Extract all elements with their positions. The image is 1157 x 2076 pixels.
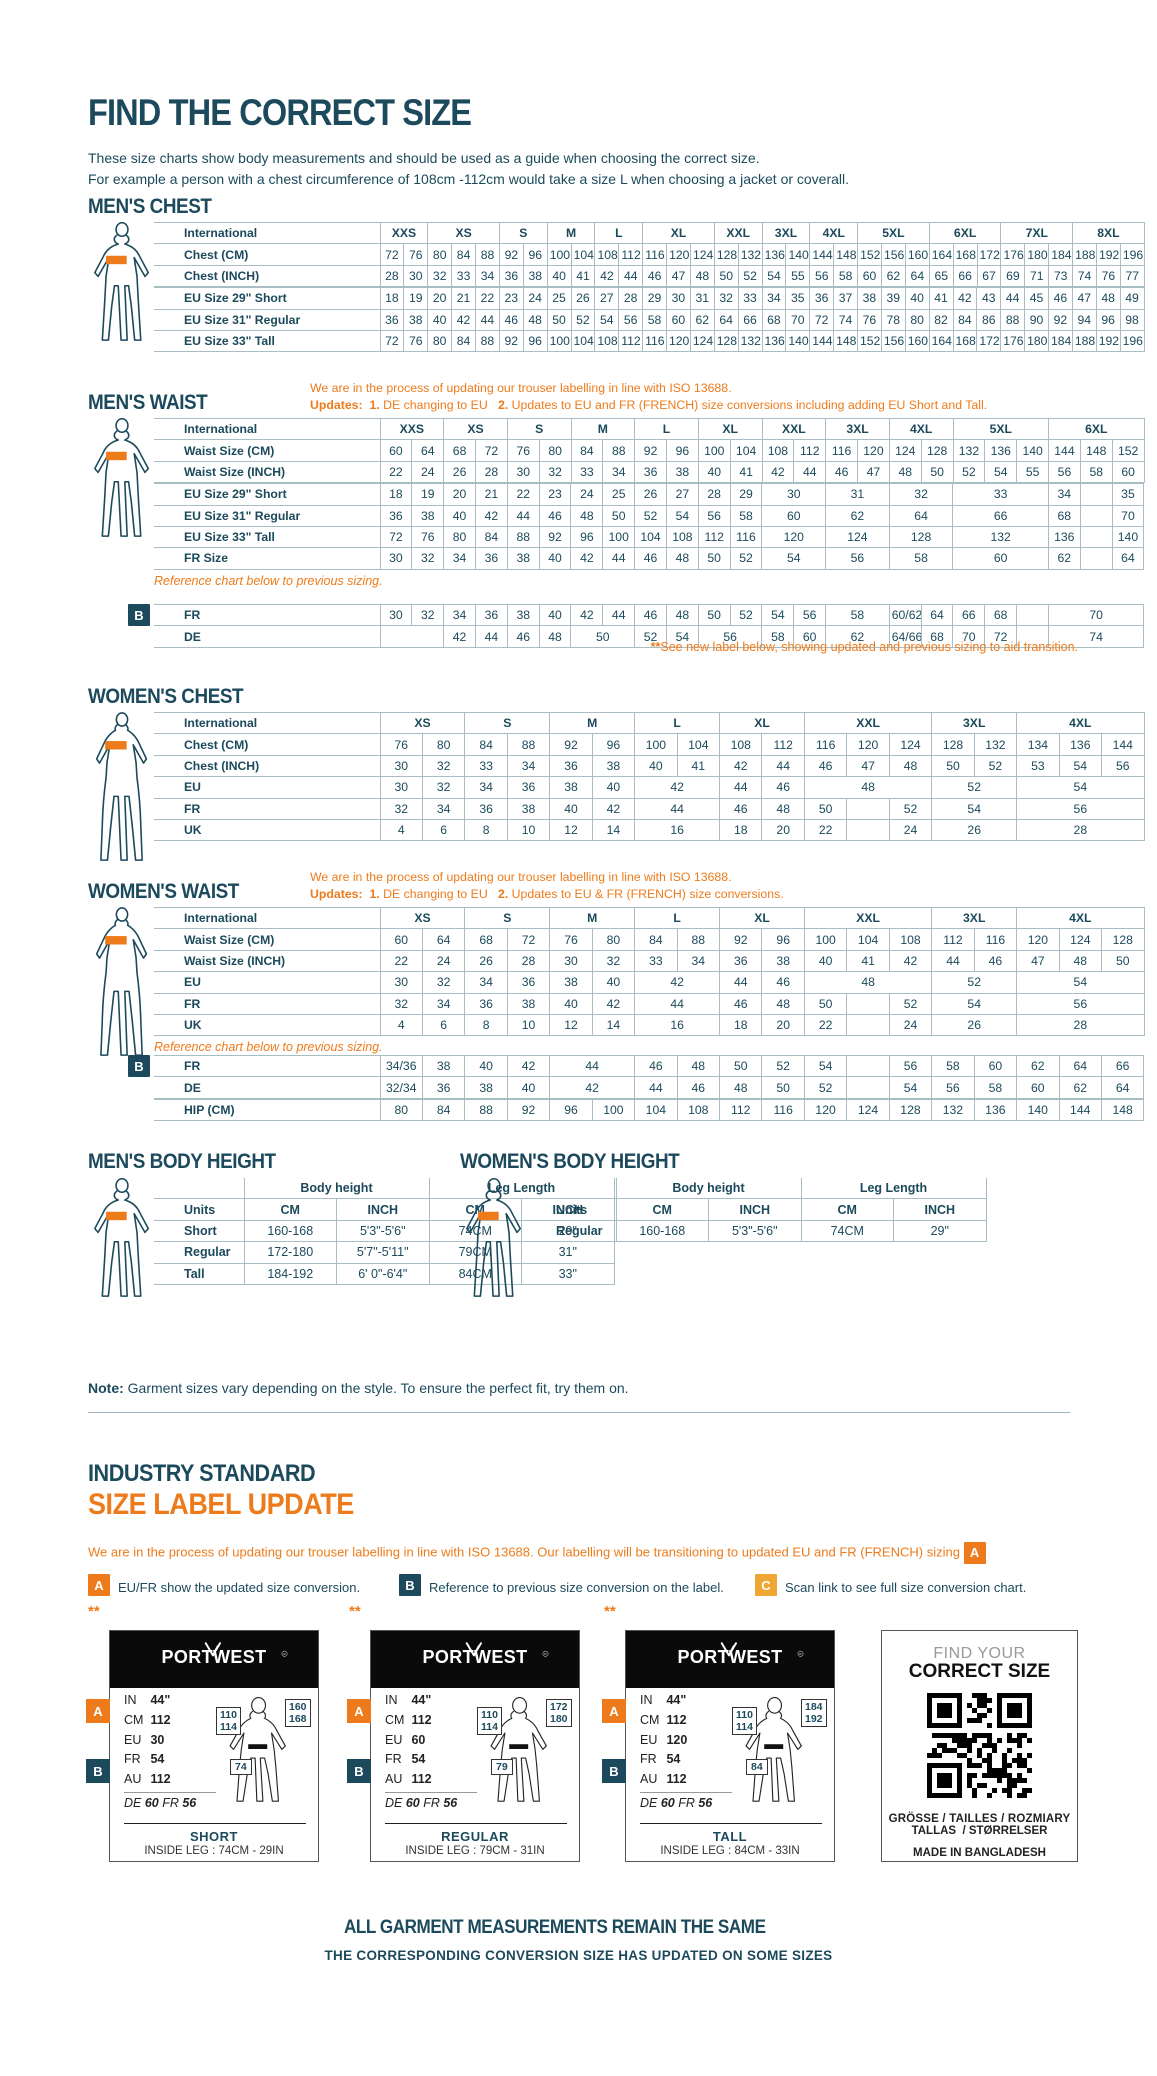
svg-text:PORTWEST: PORTWEST xyxy=(162,1647,267,1667)
svg-text:R: R xyxy=(799,1652,802,1656)
svg-text:PORTWEST: PORTWEST xyxy=(423,1647,528,1667)
svg-text:PORTWEST: PORTWEST xyxy=(678,1647,783,1667)
svg-text:R: R xyxy=(283,1652,286,1656)
svg-text:R: R xyxy=(544,1652,547,1656)
